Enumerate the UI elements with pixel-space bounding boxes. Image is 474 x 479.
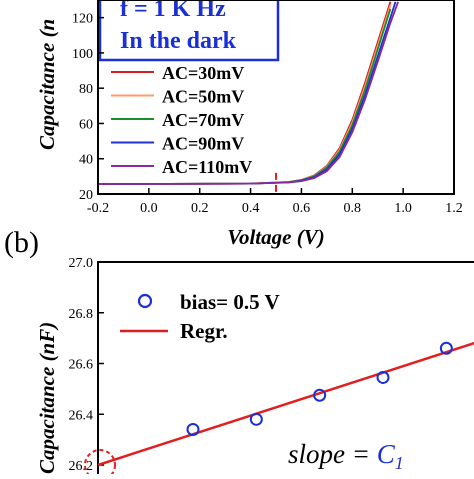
panel-a-series-lines — [97, 1, 399, 185]
y-tick-label: 27.0 — [69, 256, 94, 271]
y-tick-label: 26.4 — [69, 408, 94, 423]
panel-b: (b) 26.2 26.4 26.6 26.8 27.0 bias= 0.5 V Reg… — [4, 226, 474, 479]
panel-a-y-axis-label: Capacitance (n — [35, 19, 59, 150]
panel-b-data-points — [186, 341, 453, 436]
y-tick-label: 40 — [79, 153, 93, 168]
intercept-highlight-circle — [84, 449, 116, 479]
x-tick-label: 1.2 — [445, 201, 463, 216]
x-tick-label: -0.2 — [87, 201, 109, 216]
panel-b-label: (b) — [4, 226, 39, 259]
series-line-5 — [97, 1, 399, 185]
panel-a-x-ticks: -0.2 0.0 0.2 0.4 0.6 0.8 1.0 1.2 — [87, 188, 463, 216]
data-point-5 — [439, 341, 453, 355]
panel-b-y-ticks: 26.2 26.4 26.6 26.8 27.0 — [69, 256, 104, 474]
panel-b-plot-frame — [97, 261, 474, 479]
x-tick-label: 0.2 — [191, 201, 209, 216]
panel-a-plot-frame — [97, 0, 455, 195]
legend-label-2: AC=50mV — [162, 87, 244, 107]
panel-a-legend: AC=30mV AC=50mV AC=70mV AC=90mV AC=110mV — [111, 63, 252, 177]
y-tick-label: 120 — [72, 12, 93, 27]
panel-a-y-ticks: 20 40 60 80 100 120 — [72, 12, 104, 203]
x-tick-label: 0.8 — [344, 201, 362, 216]
legend-bias-marker — [137, 293, 153, 309]
y-tick-label: 26.8 — [69, 307, 94, 322]
data-point-4 — [376, 370, 390, 384]
condition-box — [98, 0, 280, 62]
panel-a-x-axis-label: Voltage (V) — [227, 225, 324, 249]
x-tick-label: 1.0 — [394, 201, 412, 216]
y-tick-label: 60 — [79, 117, 93, 132]
legend-regr-label: Regr. — [180, 319, 228, 343]
y-tick-label: 26.2 — [69, 459, 94, 474]
panel-b-y-axis-label: Capacitance (nF) — [35, 322, 59, 474]
y-tick-label: 80 — [79, 82, 93, 97]
x-tick-label: 0.6 — [293, 201, 311, 216]
legend-label-3: AC=70mV — [162, 110, 244, 130]
panel-a: f = 1 K Hz In the dark AC=30mVAC=50mVAC=… — [35, 0, 463, 249]
y-tick-label: 100 — [72, 47, 93, 62]
x-tick-label: 0.4 — [242, 201, 260, 216]
data-point-3 — [313, 388, 327, 402]
legend-label-5: AC=110mV — [162, 157, 252, 177]
condition-line-1: f = 1 K Hz — [120, 0, 226, 22]
regression-line — [97, 341, 474, 467]
y-tick-label: 20 — [79, 188, 93, 203]
legend-label-1: AC=30mV — [162, 63, 244, 83]
condition-line-2: In the dark — [120, 28, 237, 54]
data-point-1 — [186, 422, 200, 436]
data-point-2 — [249, 412, 263, 426]
legend-bias-label: bias= 0.5 V — [180, 290, 280, 314]
y-tick-label: 26.6 — [69, 358, 94, 373]
legend-label-4: AC=90mV — [162, 134, 244, 154]
x-tick-label: 0.0 — [140, 201, 158, 216]
slope-annotation: slope = C1 — [288, 439, 404, 473]
